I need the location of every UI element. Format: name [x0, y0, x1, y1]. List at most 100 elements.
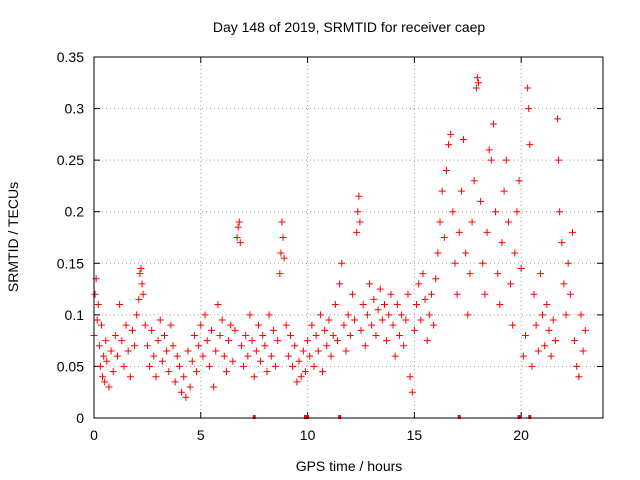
- data-point: [571, 337, 579, 345]
- data-point: [530, 290, 538, 298]
- data-point: [498, 239, 506, 247]
- data-point: [408, 388, 416, 396]
- data-point: [457, 187, 465, 195]
- data-point: [284, 352, 292, 360]
- data-point: [536, 270, 544, 278]
- data-point: [293, 378, 301, 386]
- data-point: [197, 321, 205, 329]
- data-point: [380, 301, 388, 309]
- data-point: [184, 347, 192, 355]
- data-point: [346, 331, 354, 339]
- data-point: [101, 378, 109, 386]
- tick-layer: 0 0.05 0.1 0.15 0.2 0.25 0.3 0.35 0 5 10 15 20: [57, 49, 603, 443]
- data-point: [102, 337, 110, 345]
- data-point: [464, 311, 472, 319]
- data-point: [440, 234, 448, 241]
- data-point: [568, 228, 576, 236]
- data-point: [277, 249, 285, 257]
- data-point: [150, 352, 158, 360]
- data-point: [357, 326, 365, 334]
- data-point: [246, 311, 254, 319]
- data-point: [513, 208, 521, 216]
- data-point: [521, 331, 529, 339]
- data-point: [524, 84, 532, 92]
- data-point: [173, 352, 181, 360]
- data-point: [231, 326, 239, 334]
- data-point: [235, 218, 243, 226]
- data-point: [190, 331, 198, 339]
- data-point: [359, 301, 367, 309]
- data-point: [348, 290, 356, 298]
- data-point: [126, 373, 134, 381]
- data-point: [297, 373, 305, 381]
- data-point: [370, 295, 378, 303]
- data-point: [483, 228, 491, 236]
- y-tick-label: 0.15: [57, 255, 84, 271]
- y-tick-label: 0.35: [57, 49, 84, 65]
- data-point: [473, 74, 481, 82]
- data-point: [554, 115, 562, 123]
- data-point: [406, 373, 414, 381]
- data-point: [291, 342, 299, 350]
- data-point: [470, 177, 478, 185]
- data-point: [314, 347, 322, 355]
- data-point: [274, 337, 282, 345]
- data-point: [361, 342, 369, 350]
- data-point: [404, 290, 412, 298]
- data-point: [451, 259, 459, 267]
- data-point: [120, 362, 128, 370]
- data-point: [376, 285, 384, 293]
- data-point: [368, 321, 376, 329]
- data-point: [261, 342, 269, 350]
- data-point: [526, 141, 534, 149]
- data-point: [319, 368, 327, 376]
- data-point: [207, 326, 215, 334]
- data-point: [234, 223, 242, 231]
- data-point: [421, 295, 429, 303]
- data-point: [236, 239, 244, 247]
- data-point: [477, 197, 485, 205]
- data-point: [566, 290, 574, 298]
- data-point: [564, 259, 572, 267]
- data-point: [415, 280, 423, 288]
- data-point: [325, 316, 333, 324]
- data-point: [276, 270, 284, 278]
- data-point: [528, 362, 536, 370]
- data-point: [180, 373, 188, 381]
- data-point: [374, 306, 382, 314]
- data-point: [372, 331, 380, 339]
- data-point: [272, 362, 280, 370]
- data-point: [133, 311, 141, 319]
- data-point: [109, 368, 117, 376]
- data-point: [135, 295, 143, 303]
- data-point: [558, 239, 566, 247]
- data-point: [279, 234, 287, 241]
- data-point: [152, 373, 160, 381]
- data-point: [494, 270, 502, 278]
- data-point: [556, 208, 564, 216]
- data-point: [210, 383, 218, 391]
- data-point: [511, 249, 519, 257]
- plot-frame: [93, 56, 604, 419]
- data-point: [355, 192, 363, 200]
- data-point: [562, 311, 570, 319]
- x-tick-label: 10: [300, 427, 316, 443]
- chart-title: Day 148 of 2019, SRMTID for receiver cae…: [213, 19, 486, 35]
- data-point: [203, 337, 211, 345]
- data-point: [549, 316, 557, 324]
- data-point: [169, 342, 177, 350]
- x-tick-label: 0: [90, 427, 98, 443]
- data-point: [269, 326, 277, 334]
- x-tick-label: 20: [513, 427, 529, 443]
- data-point: [425, 311, 433, 319]
- data-point: [93, 316, 101, 324]
- data-point: [308, 321, 316, 329]
- data-point: [148, 326, 156, 334]
- data-point: [116, 301, 124, 309]
- data-point: [111, 331, 119, 339]
- y-tick-label: 0.25: [57, 152, 84, 168]
- data-point: [295, 357, 303, 365]
- data-point: [128, 326, 136, 334]
- data-point: [449, 208, 457, 216]
